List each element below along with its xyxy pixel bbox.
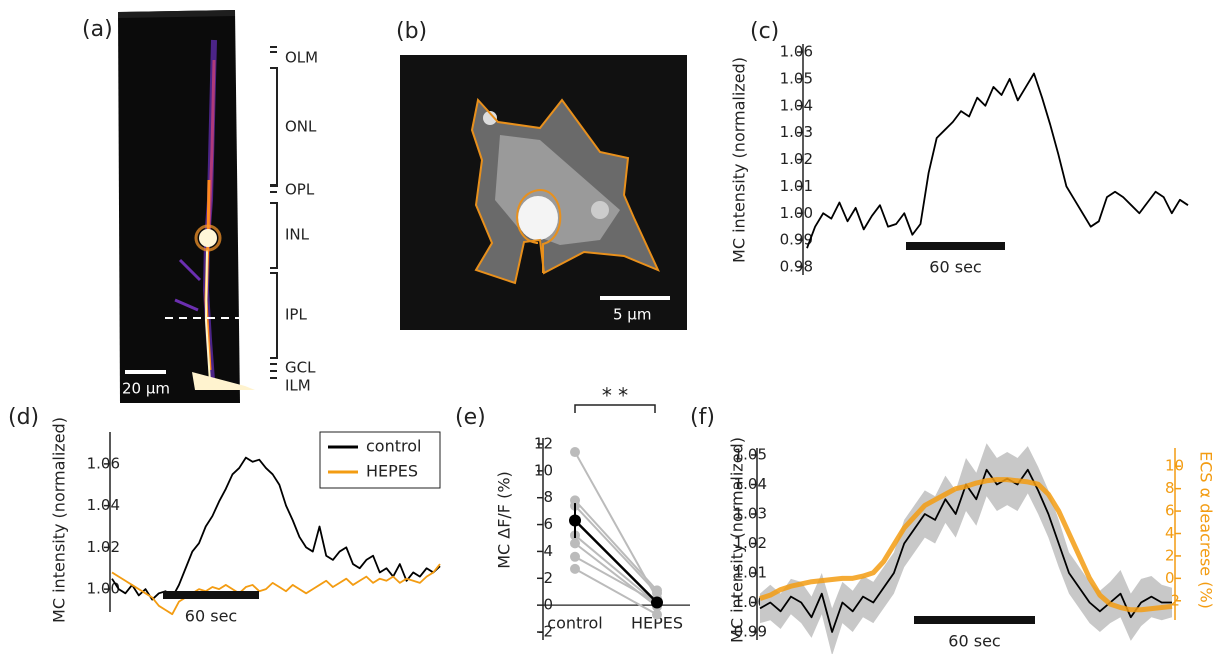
y-tick-label: 1.03 [780,123,813,141]
scale-bar-label: 20 µm [122,380,170,398]
y-tick-label: -2 [538,623,553,641]
y-axis-label: MC intensity (normalized) [730,57,749,263]
panel-label: (e) [455,405,486,430]
point [570,551,580,562]
y-tick-label: 1.01 [734,564,767,582]
y-tick-label: 1.06 [780,43,813,61]
trace [111,563,441,616]
y-tick-label: 1.04 [734,475,767,493]
y-tick-label: 1.04 [780,96,813,114]
point [570,538,580,549]
y-tick-label: 0 [1165,569,1175,587]
y-tick-label: 12 [534,435,553,453]
y-tick-label: 0.99 [734,623,767,641]
layer-label: ONL [285,118,317,136]
time-bar [914,616,1035,624]
legend-label: HEPES [366,462,418,481]
trace [759,477,1173,613]
y-tick-label: 1.01 [780,177,813,195]
y-tick-label: 1.05 [780,69,813,87]
pair-line [574,555,658,604]
error-band [760,443,1172,654]
y2-axis-label: ECS α deacrese (%) [1197,451,1216,609]
point [569,514,581,527]
y-tick-label: 6 [543,515,553,533]
legend-label: control [366,437,421,456]
time-bar [906,242,1005,250]
layer-label: OPL [285,181,315,199]
y-tick-label: 1.00 [87,580,120,598]
y-axis-label: MC intensity (normalized) [728,437,747,643]
y-tick-label: 4 [543,542,553,560]
y-tick-label: 6 [1165,502,1175,520]
scale-bar-label: 5 µm [613,306,651,324]
panel-label: (b) [396,19,427,44]
time-bar-label: 60 sec [185,607,237,626]
layer-label: OLM [285,49,318,67]
y-tick-label: 1.00 [780,204,813,222]
retina-image [118,10,255,403]
x-tick-label: HEPES [631,614,683,633]
y-tick-label: 1.02 [734,534,767,552]
layer-label: ILM [285,377,311,395]
y-tick-label: 8 [1165,479,1175,497]
y-axis-label: MC ΔF/F (%) [495,471,514,569]
y-tick-label: 2 [1165,546,1175,564]
y-tick-label: 1.03 [734,505,767,523]
y-tick-label: 1.02 [780,150,813,168]
y-tick-label: 0.99 [780,231,813,249]
pair-line [574,568,658,616]
panel-label: (f) [690,405,715,430]
legend-box [319,431,441,489]
time-bar [163,591,259,599]
time-bar-label: 60 sec [929,258,981,277]
time-bar-label: 60 sec [948,632,1000,651]
layer-label: INL [285,226,310,244]
y-tick-label: 1.05 [734,446,767,464]
y-tick-label: 1.00 [734,593,767,611]
panel-label: (a) [82,17,113,42]
panel-label: (c) [750,19,779,44]
point [651,596,663,609]
y-axis-label: MC intensity (normalized) [50,417,69,623]
significance: * * [602,384,628,408]
point [570,563,580,574]
point [652,588,662,599]
y-tick-label: 1.04 [87,496,120,514]
layer-label: IPL [285,306,307,324]
y-tick-label: 10 [534,461,553,479]
point [652,609,662,620]
pair-line [574,499,658,592]
cell-image [400,55,687,330]
point [570,447,580,458]
layer-brackets [270,46,278,379]
y-tick-label: 10 [1165,457,1184,475]
y-tick-label: 1.02 [87,538,120,556]
sig-bracket [574,404,656,413]
y-tick-label: 2 [543,569,553,587]
panel-label: (d) [8,405,39,430]
y-tick-label: 8 [543,488,553,506]
x-tick-label: control [547,614,602,633]
trace [806,72,1189,249]
y-tick-label: 4 [1165,524,1175,542]
y-tick-label: 1.06 [87,454,120,472]
layer-label: GCL [285,359,316,377]
y-tick-label: 0.98 [780,258,813,276]
pair-line [574,534,658,605]
pair-line [574,505,658,594]
pair-line [574,519,658,604]
